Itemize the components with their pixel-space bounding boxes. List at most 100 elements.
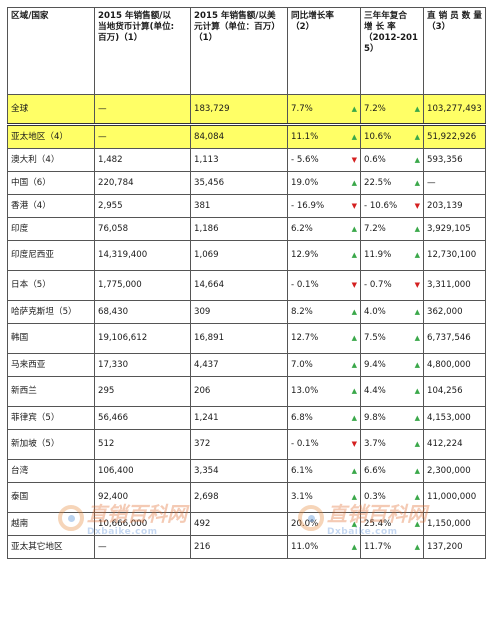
yoy-growth-cell-value: 3.1% (291, 492, 313, 502)
usd-cell: 1,069 (190, 240, 288, 271)
cagr-cell: - 10.6% ▼ (360, 194, 424, 218)
usd-cell: 1,241 (190, 406, 288, 430)
column-header-line: 同比增长率 (291, 11, 334, 21)
usd-cell: 14,664 (190, 270, 288, 301)
reps-cell: 6,737,546 (423, 323, 486, 354)
arrow-down-icon: ▼ (414, 281, 420, 289)
column-header: 2015 年销售额/以美 元计算（单位：百万） （1） (190, 7, 288, 95)
cagr-cell-value: 9.8% (364, 412, 386, 423)
yoy-growth-cell: 20.0% ▲ (287, 512, 361, 536)
yoy-growth-cell-value: 6.1% (291, 465, 313, 476)
arrow-up-icon: ▲ (351, 334, 357, 342)
yoy-growth-cell-value: 11.0% (291, 541, 319, 552)
cagr-cell-value: 0.6% (364, 154, 386, 165)
yoy-growth-cell: 12.9% ▲ (287, 240, 361, 271)
table-row: 亚太地区（4） —84,084 11.1% ▲ 10.6% ▲ 51,922,926 (7, 124, 486, 149)
region-cell: 新加坡（5） (7, 429, 95, 460)
yoy-growth-cell-value: - 0.1% (291, 280, 319, 290)
yoy-growth-cell: 11.1% ▲ (287, 124, 361, 149)
cagr-cell-value: 11.7% (364, 541, 392, 552)
cagr-cell: 9.4% ▲ (360, 353, 424, 377)
column-header-line: 5） (364, 44, 379, 54)
reps-cell: 593,356 (423, 148, 486, 172)
column-header: 2015 年销售额/以 当地货币计算(单位: 百万)（1） (94, 7, 191, 95)
yoy-growth-cell: 8.2% ▲ (287, 300, 361, 324)
yoy-growth-cell: 6.2% ▲ (287, 217, 361, 241)
local-currency-cell: 2,955 (94, 194, 191, 218)
yoy-growth-cell-value: 12.9% (291, 250, 319, 260)
yoy-growth-cell: - 5.6% ▼ (287, 148, 361, 172)
column-header-line: 三年年复合 (364, 11, 407, 21)
cagr-cell: 0.6% ▲ (360, 148, 424, 172)
cagr-cell-value: 25.4% (364, 518, 392, 529)
region-cell: 印度 (7, 217, 95, 241)
region-cell: 中国（6） (7, 171, 95, 195)
yoy-growth-cell: 6.1% ▲ (287, 459, 361, 483)
cagr-cell-value: 7.2% (364, 223, 386, 234)
table-body: 全球 —183,729 7.7% ▲ 7.2% ▲ 103,277,493 亚太地区（4） —8… (7, 94, 486, 559)
arrow-up-icon: ▲ (414, 466, 420, 475)
arrow-up-icon: ▲ (414, 360, 420, 369)
arrow-up-icon: ▲ (414, 178, 420, 187)
yoy-growth-cell: - 16.9% ▼ (287, 194, 361, 218)
cagr-cell: 4.4% ▲ (360, 376, 424, 407)
arrow-up-icon: ▲ (351, 493, 357, 501)
arrow-up-icon: ▲ (351, 178, 357, 187)
cagr-cell: 6.6% ▲ (360, 459, 424, 483)
usd-cell: 309 (190, 300, 288, 324)
cagr-cell-value: 6.6% (364, 465, 386, 476)
arrow-up-icon: ▲ (414, 155, 420, 164)
reps-cell: 203,139 (423, 194, 486, 218)
arrow-up-icon: ▲ (351, 542, 357, 551)
cagr-cell: 7.2% ▲ (360, 94, 424, 126)
yoy-growth-cell-value: 7.7% (291, 103, 313, 114)
region-cell: 哈萨克斯坦（5） (7, 300, 95, 324)
column-header-line: 2015 年销售额/以 (98, 11, 172, 21)
local-currency-cell: 19,106,612 (94, 323, 191, 354)
cagr-cell: 11.9% ▲ (360, 240, 424, 271)
region-cell: 菲律宾（5） (7, 406, 95, 430)
yoy-growth-cell-value: 19.0% (291, 177, 319, 188)
yoy-growth-cell-value: 6.2% (291, 223, 313, 234)
arrow-up-icon: ▲ (414, 224, 420, 233)
column-header-line: 元计算（单位：百万） (194, 22, 280, 32)
local-currency-cell: 106,400 (94, 459, 191, 483)
yoy-growth-cell: - 0.1% ▼ (287, 270, 361, 301)
cagr-cell-value: 4.0% (364, 306, 386, 317)
reps-cell: 2,300,000 (423, 459, 486, 483)
region-cell: 印度尼西亚 (7, 240, 95, 271)
arrow-up-icon: ▲ (351, 307, 357, 316)
table-row: 泰国 92,400 2,698 3.1% ▲ 0.3% ▲ 11,000,000 (7, 482, 486, 513)
yoy-growth-cell-value: 13.0% (291, 386, 319, 396)
region-cell: 韩国 (7, 323, 95, 354)
column-header: 同比增长率 （2） (287, 7, 361, 95)
usd-cell: 381 (190, 194, 288, 218)
yoy-growth-cell: - 0.1% ▼ (287, 429, 361, 460)
table-row: 印度 76,058 1,186 6.2% ▲ 7.2% ▲ 3,929,105 (7, 217, 486, 241)
arrow-up-icon: ▲ (414, 307, 420, 316)
reps-cell: — (423, 171, 486, 195)
usd-cell: 4,437 (190, 353, 288, 377)
reps-cell: 1,150,000 (423, 512, 486, 536)
region-cell: 越南 (7, 512, 95, 536)
arrow-up-icon: ▲ (414, 493, 420, 501)
region-cell: 台湾 (7, 459, 95, 483)
cagr-cell-value: 4.4% (364, 386, 386, 396)
region-cell: 香港（4） (7, 194, 95, 218)
column-header-line: （2012-201 (364, 33, 419, 43)
cagr-cell-value: 10.6% (364, 131, 392, 142)
arrow-down-icon: ▼ (351, 440, 357, 448)
arrow-up-icon: ▲ (351, 387, 357, 395)
reps-cell: 103,277,493 (423, 94, 486, 126)
table-row: 澳大利（4） 1,482 1,113- 5.6% ▼ 0.6% ▲ 593,356 (7, 148, 486, 172)
region-cell: 亚太地区（4） (7, 124, 95, 149)
cagr-cell: 7.2% ▲ (360, 217, 424, 241)
yoy-growth-cell: 3.1% ▲ (287, 482, 361, 513)
cagr-cell: 7.5% ▲ (360, 323, 424, 354)
yoy-growth-cell: 7.0% ▲ (287, 353, 361, 377)
local-currency-cell: 512 (94, 429, 191, 460)
reps-cell: 4,800,000 (423, 353, 486, 377)
cagr-cell: 22.5% ▲ (360, 171, 424, 195)
reps-cell: 11,000,000 (423, 482, 486, 513)
usd-cell: 492 (190, 512, 288, 536)
